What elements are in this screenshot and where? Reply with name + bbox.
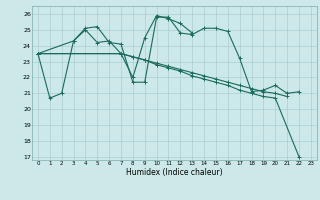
X-axis label: Humidex (Indice chaleur): Humidex (Indice chaleur) — [126, 168, 223, 177]
